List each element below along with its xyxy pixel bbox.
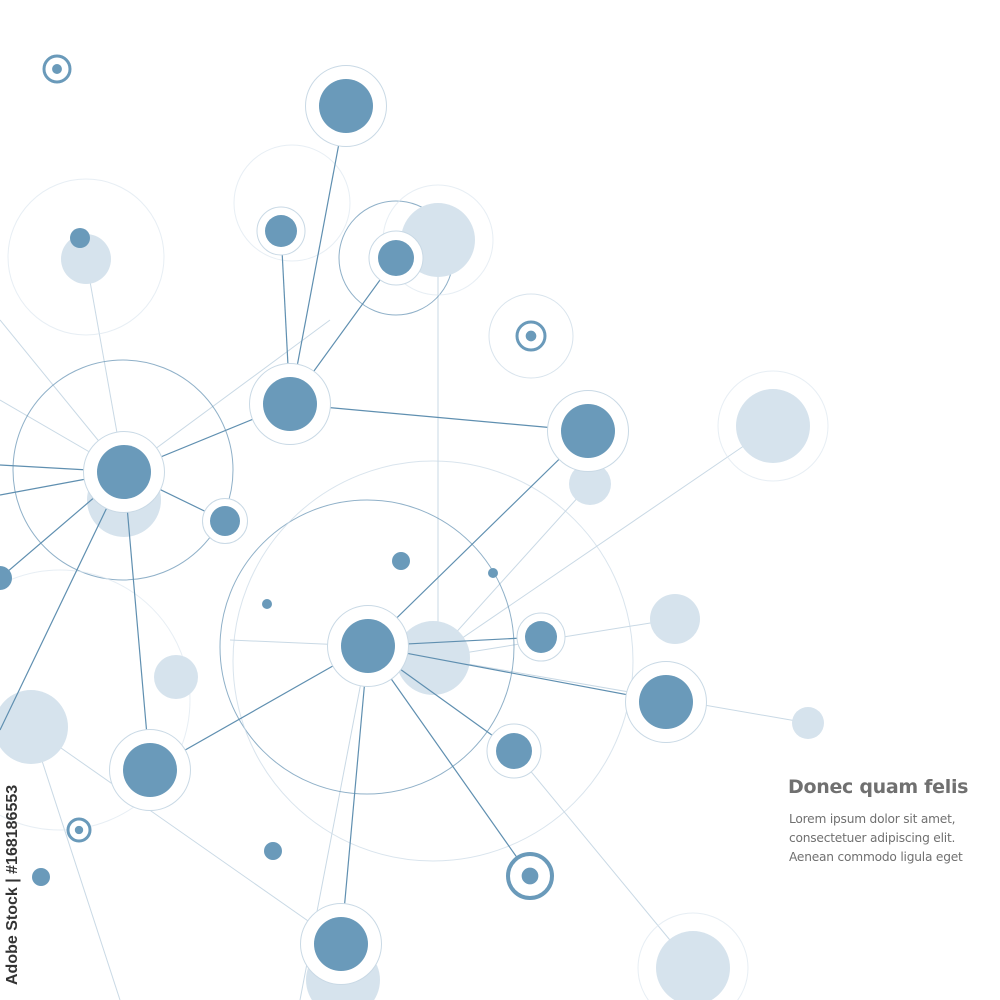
node [639,675,693,729]
connector-line-faint [432,483,591,659]
body-line: consectetuer adipiscing elit. [789,831,956,845]
connector-line [367,645,531,877]
orbit-ring [7,178,165,336]
connector-line [0,471,125,731]
connector-line [289,403,589,432]
orbit-ring [12,359,234,581]
connector-line [367,645,667,703]
connector-line [149,645,369,771]
orbit-ring [219,499,515,795]
body-text: Lorem ipsum dolor sit amet, consectetuer… [789,810,963,867]
orbit-ring [0,569,191,831]
node [262,599,272,609]
body-line: Aenean commodo ligula eget [789,850,963,864]
node-light [569,463,611,505]
connector-line-faint [513,750,694,969]
node [264,842,282,860]
node-light [154,655,198,699]
connector-line-faint [432,657,809,724]
node [70,228,90,248]
node [561,404,615,458]
node [496,733,532,769]
node [265,215,297,247]
target-center [525,330,537,342]
heading: Donec quam felis [788,776,969,798]
orbit-ring [717,370,829,482]
node [392,552,410,570]
connector-line-faint [30,726,121,1000]
target-center [74,825,84,835]
connector-line-faint [30,726,342,945]
node [0,566,12,590]
connector-line-faint [432,425,774,659]
node [525,621,557,653]
target-center [521,867,539,885]
node [32,868,50,886]
node-light [792,707,824,739]
orbit-ring [232,460,634,862]
node [97,445,151,499]
connector-line [123,471,151,771]
node [210,506,240,536]
orbit-ring [488,293,574,379]
target-center [52,64,62,74]
connector-line [289,105,347,405]
node [123,743,177,797]
node [319,79,373,133]
node [488,568,498,578]
node [263,377,317,431]
orbit-ring [637,912,749,1000]
body-line: Lorem ipsum dolor sit amet, [789,812,956,826]
watermark: Adobe Stock | #168186553 [4,784,21,985]
node-light [656,931,730,1000]
node-light [61,234,111,284]
connector-line [367,430,589,647]
orbit-ring [233,144,351,262]
node [341,619,395,673]
node-light [0,690,68,764]
node [378,240,414,276]
node-light [650,594,700,644]
node-light [736,389,810,463]
connector-line-faint [123,319,331,473]
node [314,917,368,971]
connector-line [340,645,369,945]
